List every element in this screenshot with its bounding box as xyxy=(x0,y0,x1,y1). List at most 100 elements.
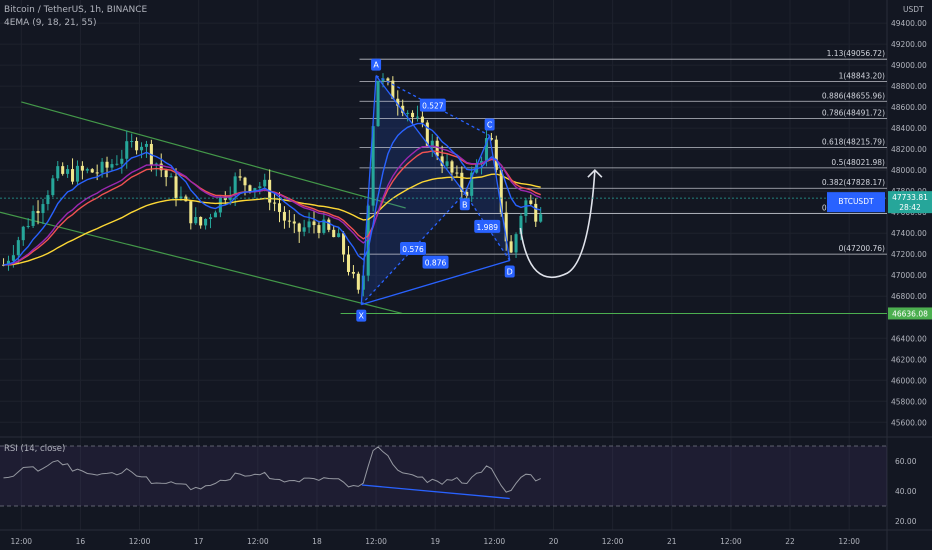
pattern-ratio-badge xyxy=(419,98,446,112)
rsi-legend[interactable]: RSI (14, close) xyxy=(4,444,66,454)
symbol-tag-bg xyxy=(827,192,885,213)
candle-body xyxy=(273,202,277,204)
candle-body xyxy=(179,196,183,199)
candle-body xyxy=(184,196,188,202)
candle-body xyxy=(494,139,498,170)
descending-channel xyxy=(0,101,887,315)
candle-body xyxy=(386,78,390,81)
candle-body xyxy=(356,273,360,290)
price-axis-tick: 48600.00 xyxy=(891,103,927,112)
candle-body xyxy=(213,212,217,218)
candle-body xyxy=(95,172,99,174)
candle-body xyxy=(297,223,301,232)
pattern-point-label: D xyxy=(507,268,513,277)
indicator-legend[interactable]: 4EMA (9, 18, 21, 55) xyxy=(4,18,97,28)
time-axis-tick: 12:00 xyxy=(484,537,506,546)
rsi-band xyxy=(0,446,887,506)
price-axis-tick: 49000.00 xyxy=(891,61,927,70)
last-price-bg xyxy=(888,191,932,214)
time-axis-tick: 22 xyxy=(785,537,795,546)
candle-body xyxy=(31,211,35,226)
price-axis-tick: 48400.00 xyxy=(891,124,927,133)
candle-body xyxy=(337,233,341,238)
leg-xd xyxy=(361,259,510,306)
time-axis-tick: 21 xyxy=(667,537,677,546)
price-axis-tick: 48000.00 xyxy=(891,166,927,175)
fib-level-label: 0.886(48655.96) xyxy=(822,91,885,100)
candle-body xyxy=(391,80,395,99)
time-axis-tick: 12:00 xyxy=(129,537,151,546)
candle-body xyxy=(322,219,326,233)
fib-level-label: 1(48843.20) xyxy=(839,72,885,81)
rsi-axis-tick: 60.00 xyxy=(895,457,917,466)
candle-body xyxy=(115,163,119,165)
candle-body xyxy=(120,158,124,164)
candle-body xyxy=(159,163,163,171)
candle-body xyxy=(46,195,50,205)
currency-label: USDT xyxy=(903,5,924,14)
candle-body xyxy=(258,186,262,189)
candle-body xyxy=(90,169,94,173)
pattern-point-badge xyxy=(356,309,367,322)
pattern-ratio-label: 0.576 xyxy=(402,245,424,254)
price-axis: 49400.00 49200.00 49000.00 48800.00 48600.00… xyxy=(891,5,927,526)
candle-body xyxy=(238,176,242,178)
candle-body xyxy=(100,161,104,173)
candle-body xyxy=(489,138,493,140)
rsi-line xyxy=(3,446,541,493)
candle-body xyxy=(420,116,424,123)
pattern-ratio-label: 0.876 xyxy=(425,259,447,268)
candle-body xyxy=(450,161,454,173)
candle-body xyxy=(6,260,11,265)
candle-body xyxy=(16,240,20,256)
projection-arrow xyxy=(519,169,603,279)
time-axis-tick: 12:00 xyxy=(10,537,32,546)
fib-level-label: 0.618(48215.79) xyxy=(822,138,885,147)
candle-body xyxy=(499,169,503,213)
candle-body xyxy=(277,203,282,212)
bar-countdown: 28:42 xyxy=(899,203,921,212)
candle-body xyxy=(342,233,346,255)
candle-body xyxy=(465,191,469,196)
time-axis-tick: 12:00 xyxy=(720,537,742,546)
channel-upper-line xyxy=(21,101,406,209)
candle-body xyxy=(411,112,415,118)
fibonacci-levels: 1.13(49056.72) 1(48843.20) 0.886(48655.96)… xyxy=(359,49,887,255)
candle-body xyxy=(470,172,474,196)
candle-body xyxy=(56,166,60,179)
candle-body xyxy=(504,212,508,242)
projection-curve xyxy=(519,170,596,279)
price-axis-tick: 48200.00 xyxy=(891,145,927,154)
time-axis-tick: 12:00 xyxy=(602,537,624,546)
symbol-title[interactable]: Bitcoin / TetherUS, 1h, BINANCE xyxy=(4,5,148,15)
pattern-point-label: X xyxy=(359,312,365,321)
price-axis-tick: 45600.00 xyxy=(891,418,927,427)
fib-level-label: 0.5(48021.98) xyxy=(831,158,885,167)
rsi-axis-tick: 40.00 xyxy=(895,487,917,496)
candle-body xyxy=(312,221,316,226)
time-axis-tick: 18 xyxy=(312,537,322,546)
candle-body xyxy=(248,185,252,192)
time-axis-tick: 12:00 xyxy=(247,537,269,546)
candle-body xyxy=(430,140,434,146)
candle-body xyxy=(327,219,331,230)
time-axis: 12:00 16 12:00 17 12:00 18 12:00 19 12:00 20 12:00… xyxy=(10,537,860,546)
ratio-line-bd xyxy=(464,192,511,261)
candle-body xyxy=(169,176,173,178)
support-price-bg xyxy=(888,307,932,320)
ratio-line-xb xyxy=(360,192,466,306)
pattern-ratio-badge xyxy=(474,219,501,233)
projection-arrowhead xyxy=(587,169,603,178)
harmonic-pattern[interactable]: X A B C D 0.527 0.576 1.989 0.876 xyxy=(356,58,515,322)
price-axis-tick: 47200.00 xyxy=(891,250,927,259)
time-axis-tick: 12:00 xyxy=(365,537,387,546)
candle-body xyxy=(243,177,247,186)
candle-body xyxy=(534,203,538,222)
pattern-ratio-label: 0.527 xyxy=(422,102,444,111)
candle-body xyxy=(401,105,405,113)
leg-ab xyxy=(375,75,466,194)
candle-body xyxy=(21,226,25,241)
candle-body xyxy=(41,204,45,214)
